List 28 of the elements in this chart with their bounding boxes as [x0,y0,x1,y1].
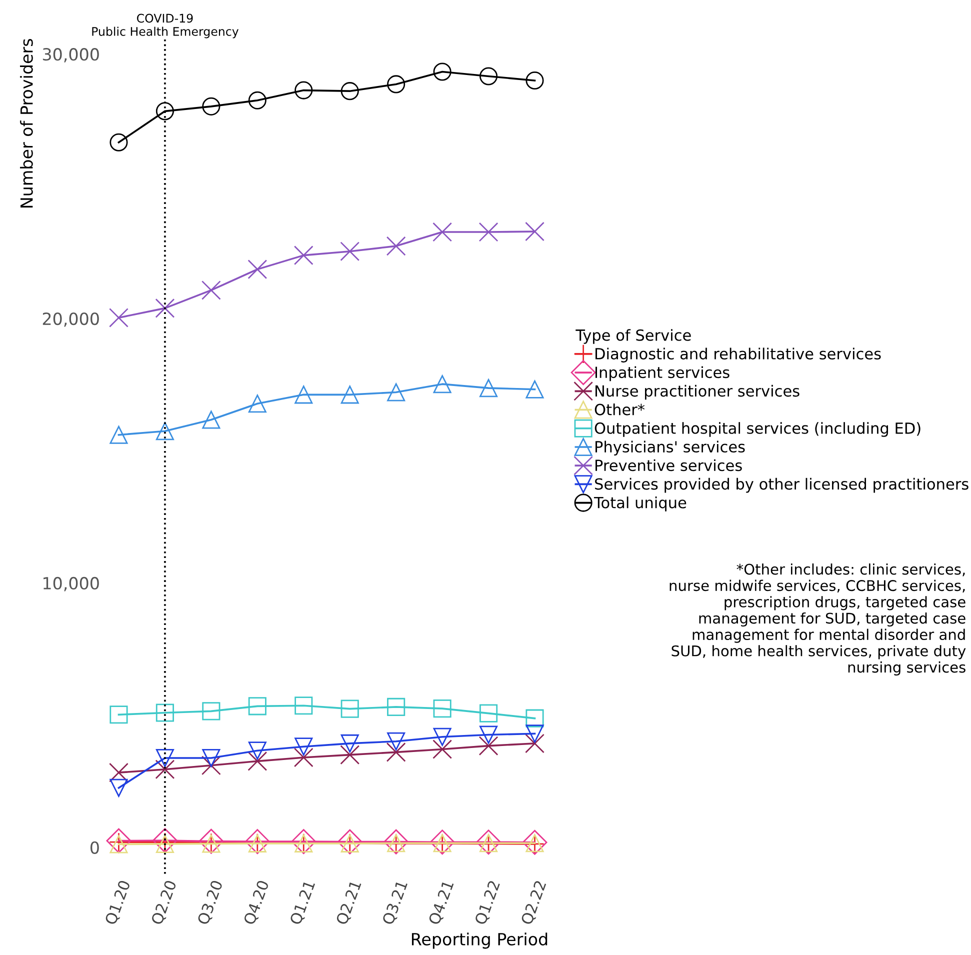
legend-label: Diagnostic and rehabilitative services [596,348,881,362]
legend-label: Total unique [594,496,686,512]
legend-label: Outpatient hospital services (including ED) [594,422,920,437]
legend-title: Type of Service [576,329,691,344]
y-tick-label: 0 [90,841,99,854]
y-tick-label: 20,000 [42,312,99,327]
x-tick-label: Q3.20 [196,880,225,926]
ref-line-label: COVID-19 Public Health Emergency [92,14,239,38]
x-tick-label: Q4.21 [428,880,456,926]
y-axis-title: Number of Providers [20,39,33,208]
y-tick-label: 30,000 [42,48,99,62]
x-tick-label: Q2.20 [150,880,178,926]
legend-label: Preventive services [596,459,742,472]
x-tick-label: Q4.20 [243,880,271,926]
legend-label: Inpatient services [596,366,730,382]
y-tick-label: 10,000 [44,576,99,592]
legend-label: Nurse practitioner services [596,384,800,400]
legend-label: Other* [594,404,645,416]
legend-label: Services provided by other licensed practitioners [595,478,968,493]
x-tick-label: Q2.21 [336,880,364,926]
x-tick-label: Q3.21 [382,880,410,926]
text: *Other includes: clinic services, nurse midwife services, CCBHC services, prescription drugs, targeted case management for SUD, targeted case management for mental disorder and SUD, home health services, private duty nursing services [670,563,966,676]
x-axis-title: Reporting Period [412,932,548,949]
x-tick-label: Q2.22 [520,880,548,926]
x-tick-label: Q1.22 [474,880,502,926]
legend-label: Physicians' services [596,440,745,456]
x-tick-label: Q1.21 [289,880,317,926]
x-tick-label: Q1.20 [104,880,132,926]
